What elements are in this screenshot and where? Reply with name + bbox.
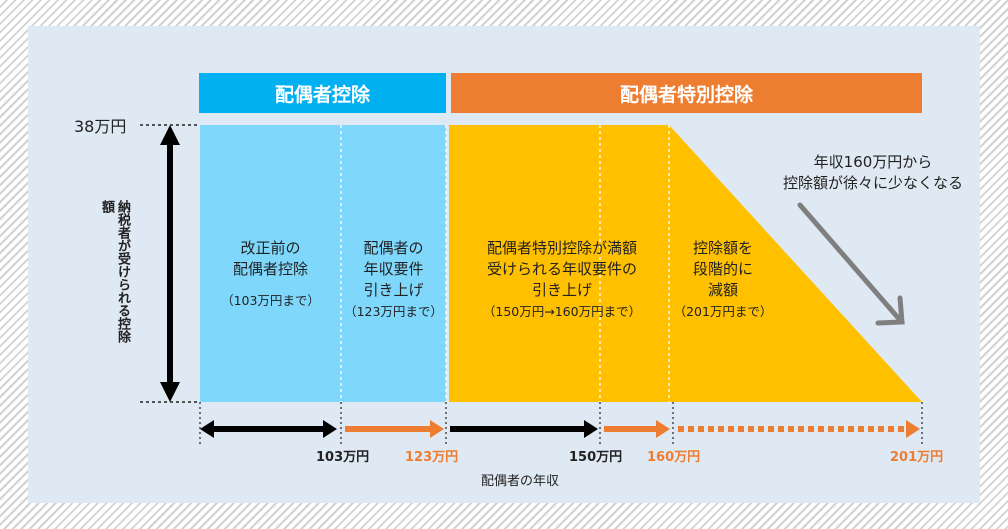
range-arrow-160-201	[678, 420, 920, 438]
box-raise-special-line1: 配偶者特別控除が満額	[486, 239, 637, 257]
header-spouse-deduction: 配偶者控除	[199, 73, 446, 113]
box-raise-special-note: （150万円→160万円まで）	[482, 304, 642, 319]
y-axis-vertical-label: 納税者が受けられる控除額	[99, 200, 130, 343]
x-tick-123: 123万円	[405, 450, 459, 465]
x-tick-lines	[199, 402, 923, 445]
y-max-label: 38万円	[74, 117, 127, 136]
annotation-text: 年収160万円から 控除額が徐々に少なくなる	[768, 152, 978, 194]
box-raise-spouse-note: （123万円まで）	[344, 304, 443, 319]
box-before-reform-line1: 改正前の	[240, 239, 301, 257]
x-tick-160: 160万円	[647, 450, 701, 465]
box-before-reform: 改正前の 配偶者控除 （103万円まで）	[200, 238, 341, 311]
box-before-reform-line2: 配偶者控除	[232, 260, 308, 278]
box-reduction-line1: 控除額を	[692, 239, 753, 257]
x-axis-title: 配偶者の年収	[480, 474, 559, 489]
special-deduction-area	[449, 125, 922, 402]
box-reduction: 控除額を 段階的に 減額 （201万円まで）	[668, 238, 778, 322]
box-raise-spouse-line3: 引き上げ	[363, 281, 424, 299]
x-tick-103: 103万円	[316, 450, 370, 465]
box-raise-spouse-line2: 年収要件	[363, 260, 424, 278]
box-before-reform-note: （103万円まで）	[221, 293, 320, 308]
x-tick-150: 150万円	[569, 450, 623, 465]
range-arrow-150-160	[604, 420, 670, 438]
x-tick-201: 201万円	[890, 450, 944, 465]
box-raise-special-line3: 引き上げ	[531, 281, 592, 299]
range-arrow-0-103	[200, 420, 337, 438]
box-reduction-line2: 段階的に	[692, 260, 753, 278]
box-reduction-line3: 減額	[707, 281, 738, 299]
range-arrow-123-150	[450, 420, 598, 438]
spouse-deduction-area	[200, 125, 446, 402]
header-special-deduction: 配偶者特別控除	[451, 73, 922, 113]
annotation-line2: 控除額が徐々に少なくなる	[782, 174, 963, 192]
annotation-line1: 年収160万円から	[813, 153, 933, 171]
range-arrow-103-123	[345, 420, 444, 438]
decrease-arrow	[797, 202, 905, 326]
vertical-double-arrow	[160, 125, 180, 402]
box-reduction-note: （201万円まで）	[673, 304, 773, 319]
box-raise-special-line2: 受けられる年収要件の	[486, 260, 637, 278]
box-raise-spouse: 配偶者の 年収要件 引き上げ （123万円まで）	[341, 238, 446, 322]
box-raise-special: 配偶者特別控除が満額 受けられる年収要件の 引き上げ （150万円→160万円ま…	[462, 238, 662, 322]
box-raise-spouse-line1: 配偶者の	[363, 239, 424, 257]
